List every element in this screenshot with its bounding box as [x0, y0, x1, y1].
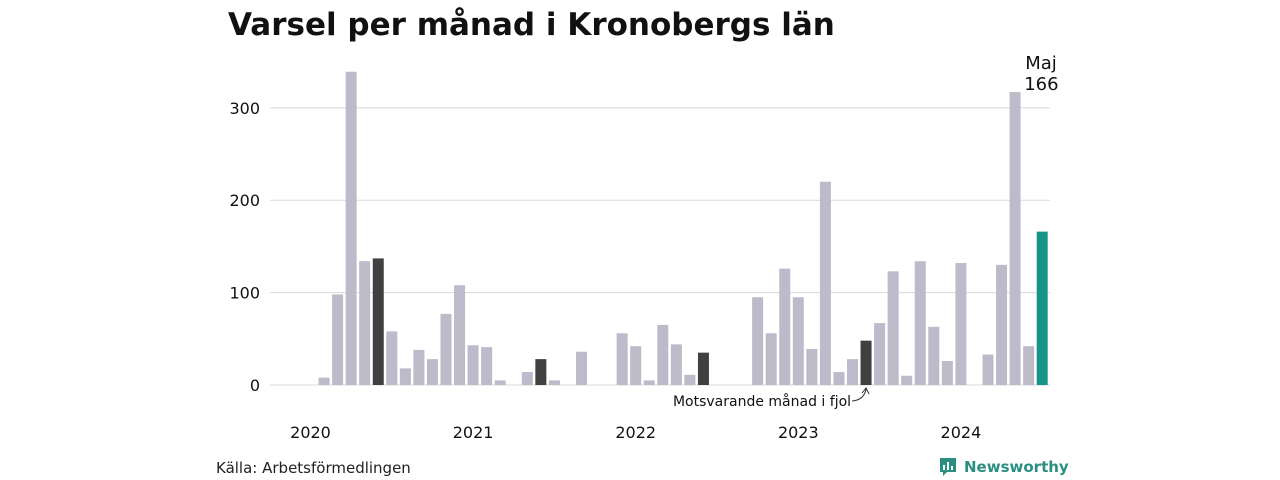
- bar: [806, 348, 818, 385]
- bar: [1023, 346, 1035, 385]
- bar: [576, 351, 587, 385]
- bar-chart: 0 100 200 300 2020 2021 2022 2023 2024 Maj 166 …: [229, 53, 1059, 442]
- bar: [630, 346, 642, 385]
- bar: [332, 294, 344, 385]
- bar: [481, 347, 493, 385]
- current-month-label: Maj: [1025, 53, 1057, 74]
- bar: [359, 261, 371, 385]
- bar: [440, 313, 452, 385]
- bar: [1036, 231, 1048, 385]
- bar: [467, 345, 479, 385]
- bar: [752, 297, 764, 385]
- bar-chart-icon: [940, 458, 956, 476]
- bar: [765, 333, 777, 385]
- annotation-arrowhead: [861, 387, 870, 395]
- bar: [643, 380, 655, 385]
- y-tick-label: 300: [229, 99, 260, 118]
- bar: [684, 374, 696, 385]
- y-tick-label: 200: [229, 191, 260, 210]
- y-tick-label: 0: [250, 376, 260, 395]
- bar: [372, 258, 384, 385]
- bar: [955, 263, 967, 385]
- bar: [670, 344, 682, 385]
- bar: [833, 372, 845, 385]
- x-tick-label: 2024: [941, 423, 982, 442]
- bar: [454, 285, 466, 385]
- x-tick-label: 2020: [290, 423, 331, 442]
- bar: [345, 71, 357, 385]
- y-tick-label: 100: [229, 284, 260, 303]
- brand-logo: Newsworthy: [938, 456, 1069, 478]
- bar: [996, 264, 1008, 385]
- annotations: Maj 166 Motsvarande månad i fjol: [673, 53, 1059, 410]
- bar: [792, 297, 804, 385]
- bar: [521, 372, 533, 385]
- bars: [318, 71, 1048, 385]
- bar: [494, 380, 506, 385]
- source-note: Källa: Arbetsförmedlingen: [216, 459, 411, 477]
- bar: [847, 359, 858, 385]
- bar: [657, 324, 669, 385]
- bar: [697, 352, 709, 385]
- x-tick-label: 2022: [615, 423, 656, 442]
- same-month-last-year-label: Motsvarande månad i fjol: [673, 393, 851, 410]
- bar: [426, 359, 438, 385]
- current-value-label: 166: [1024, 74, 1058, 95]
- x-tick-label: 2021: [453, 423, 494, 442]
- annotation-arrow: [852, 388, 867, 402]
- brand-name: Newsworthy: [964, 458, 1069, 476]
- bar: [860, 340, 872, 385]
- bar: [928, 326, 940, 385]
- bar: [318, 377, 330, 385]
- bar: [887, 271, 899, 385]
- bar: [535, 359, 547, 385]
- bar: [941, 360, 953, 385]
- bar: [914, 261, 926, 385]
- bar: [548, 380, 560, 385]
- bar: [779, 268, 791, 385]
- bar: [901, 375, 913, 385]
- bar: [399, 368, 411, 385]
- bar: [982, 354, 994, 385]
- y-axis-ticks: 0 100 200 300: [229, 99, 260, 395]
- bar: [386, 331, 398, 385]
- chart-title: Varsel per månad i Kronobergs län: [228, 7, 835, 43]
- bar: [616, 333, 628, 385]
- x-axis-ticks: 2020 2021 2022 2023 2024: [290, 423, 981, 442]
- bar: [413, 349, 425, 385]
- bar: [819, 181, 831, 385]
- bar: [874, 323, 886, 385]
- x-tick-label: 2023: [778, 423, 819, 442]
- bar: [1009, 92, 1021, 385]
